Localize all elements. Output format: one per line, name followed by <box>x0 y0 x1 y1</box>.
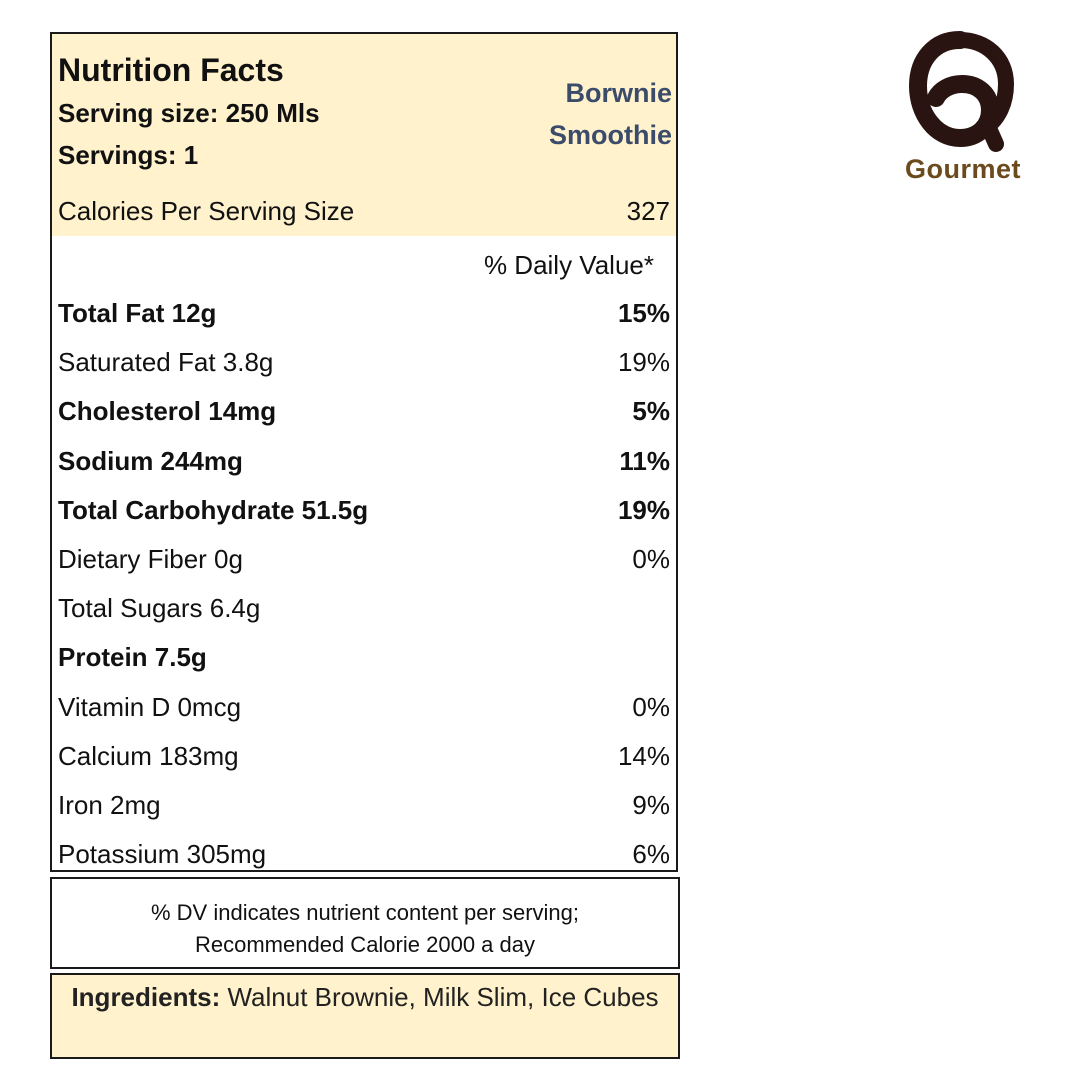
nutrient-row: Vitamin D 0mcg 0% <box>52 686 676 735</box>
calories-label: Calories Per Serving Size <box>58 196 355 226</box>
nutrient-name: Total Sugars 6.4g <box>58 593 261 624</box>
product-name: Borwnie Smoothie <box>549 72 672 156</box>
ingredients-text: Walnut Brownie, Milk Slim, Ice Cubes <box>220 982 659 1012</box>
nutrient-name: Total Carbohydrate 51.5g <box>58 494 369 525</box>
nutrient-row: Calcium 183mg 14% <box>52 735 676 784</box>
logo-text: Gourmet <box>904 154 1021 184</box>
nutrient-daily-value: 11% <box>619 445 670 476</box>
footnote-line2: Recommended Calorie 2000 a day <box>195 932 535 957</box>
nutrient-row: Iron 2mg 9% <box>52 784 676 833</box>
product-name-line1: Borwnie <box>565 78 672 108</box>
nutrient-row: Protein 7.5g <box>52 636 676 685</box>
nutrient-row: Sodium 244mg 11% <box>52 440 676 489</box>
nutrient-name: Potassium 305mg <box>58 839 267 870</box>
nutrient-name: Total Fat 12g <box>58 298 217 328</box>
dv-footnote: % DV indicates nutrient content per serv… <box>50 877 680 969</box>
nutrient-name: Vitamin D 0mcg <box>58 691 242 722</box>
nutrient-name: Cholesterol 14mg <box>58 396 277 427</box>
nutrient-daily-value: 19% <box>617 347 670 378</box>
nutrient-name: Iron 2mg <box>58 789 161 820</box>
label-header: Nutrition Facts Serving size: 250 Mls Se… <box>52 34 676 236</box>
nutrient-daily-value: 5% <box>632 396 670 427</box>
nutrient-name: Calcium 183mg <box>58 740 239 771</box>
nutrient-rows: Total Fat 12g 15% Saturated Fat 3.8g 19% Cho… <box>52 292 676 882</box>
label-title: Nutrition Facts <box>58 52 284 88</box>
daily-value-header: % Daily Value* <box>483 250 654 280</box>
nutrient-row: Total Fat 12g 15% <box>52 292 676 341</box>
servings-count: Servings: 1 <box>58 140 199 170</box>
nutrient-name: Dietary Fiber 0g <box>58 543 243 574</box>
nutrient-daily-value: 6% <box>632 839 670 870</box>
serving-size: Serving size: 250 Mls <box>58 98 320 128</box>
nutrient-row: Potassium 305mg 6% <box>52 833 676 882</box>
nutrient-daily-value: 0% <box>632 691 670 722</box>
nutrient-row: Saturated Fat 3.8g 19% <box>52 341 676 390</box>
product-name-line2: Smoothie <box>548 120 672 150</box>
brand-logo: Gourmet <box>898 26 1028 196</box>
gourmet-logo-icon <box>908 31 1015 152</box>
nutrition-facts-panel: Nutrition Facts Serving size: 250 Mls Se… <box>50 32 678 872</box>
nutrient-daily-value: 0% <box>632 543 670 574</box>
nutrient-row: Cholesterol 14mg 5% <box>52 390 676 439</box>
nutrient-name: Saturated Fat 3.8g <box>58 347 274 378</box>
nutrient-daily-value: 9% <box>632 789 670 820</box>
nutrient-row: Dietary Fiber 0g 0% <box>52 538 676 587</box>
nutrient-daily-value: 15% <box>617 298 670 328</box>
footnote-line1: % DV indicates nutrient content per serv… <box>150 900 579 925</box>
ingredients-box: Ingredients: Walnut Brownie, Milk Slim, … <box>50 973 680 1059</box>
nutrient-daily-value: 14% <box>617 740 670 771</box>
nutrient-row: Total Carbohydrate 51.5g 19% <box>52 489 676 538</box>
nutrient-daily-value: 19% <box>617 494 670 525</box>
ingredients-label: Ingredients: <box>71 982 221 1012</box>
nutrient-row: Total Sugars 6.4g <box>52 587 676 636</box>
nutrient-name: Protein 7.5g <box>58 642 207 673</box>
nutrient-name: Sodium 244mg <box>58 445 243 476</box>
calories-value: 327 <box>626 196 670 226</box>
